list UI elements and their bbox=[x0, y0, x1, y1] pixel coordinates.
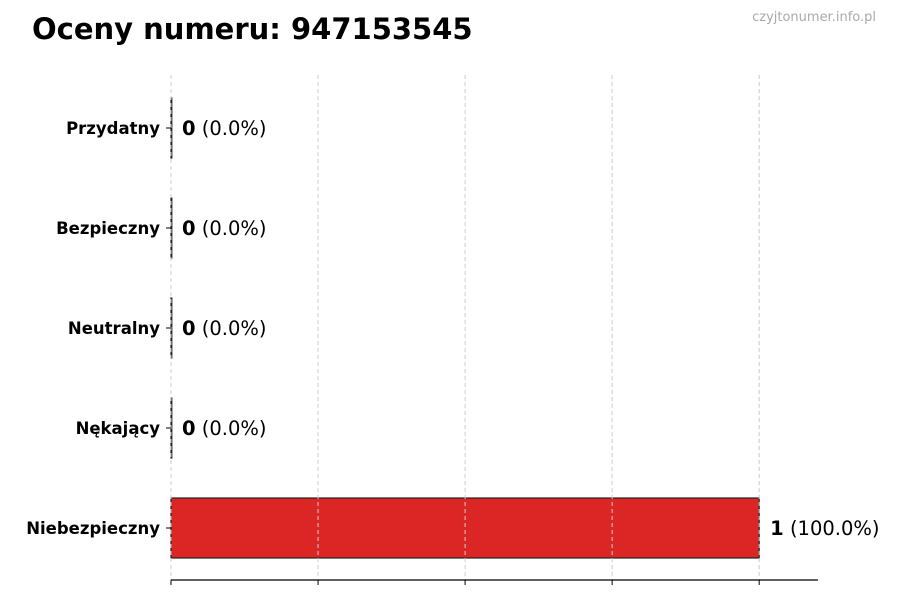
data-label-percent-3: (0.0%) bbox=[202, 417, 267, 440]
y-tick-label-3: Nękający bbox=[76, 419, 161, 438]
data-label-percent-2: (0.0%) bbox=[202, 317, 267, 340]
data-label-count-1: 0 bbox=[182, 217, 196, 240]
data-label-0: 0 (0.0%) bbox=[182, 117, 267, 140]
y-tick-label-1: Bezpieczny bbox=[56, 219, 160, 238]
data-label-1: 0 (0.0%) bbox=[182, 217, 267, 240]
data-label-percent-1: (0.0%) bbox=[202, 217, 267, 240]
data-label-percent-0: (0.0%) bbox=[202, 117, 267, 140]
data-label-3: 0 (0.0%) bbox=[182, 417, 267, 440]
bar-1 bbox=[170, 197, 173, 259]
data-label-2: 0 (0.0%) bbox=[182, 317, 267, 340]
chart-title: Oceny numeru: 947153545 bbox=[32, 12, 473, 46]
y-tick-label-0: Przydatny bbox=[66, 119, 160, 138]
data-label-count-0: 0 bbox=[182, 117, 196, 140]
data-label-4: 1 (100.0%) bbox=[770, 517, 879, 540]
y-tick-label-4: Niebezpieczny bbox=[26, 519, 160, 538]
bar-4 bbox=[170, 497, 760, 559]
y-tick-label-2: Neutralny bbox=[68, 319, 160, 338]
watermark: czyjtonumer.info.pl bbox=[752, 10, 876, 25]
data-label-count-3: 0 bbox=[182, 417, 196, 440]
data-label-percent-4: (100.0%) bbox=[790, 517, 880, 540]
data-label-count-2: 0 bbox=[182, 317, 196, 340]
data-label-count-4: 1 bbox=[770, 517, 784, 540]
